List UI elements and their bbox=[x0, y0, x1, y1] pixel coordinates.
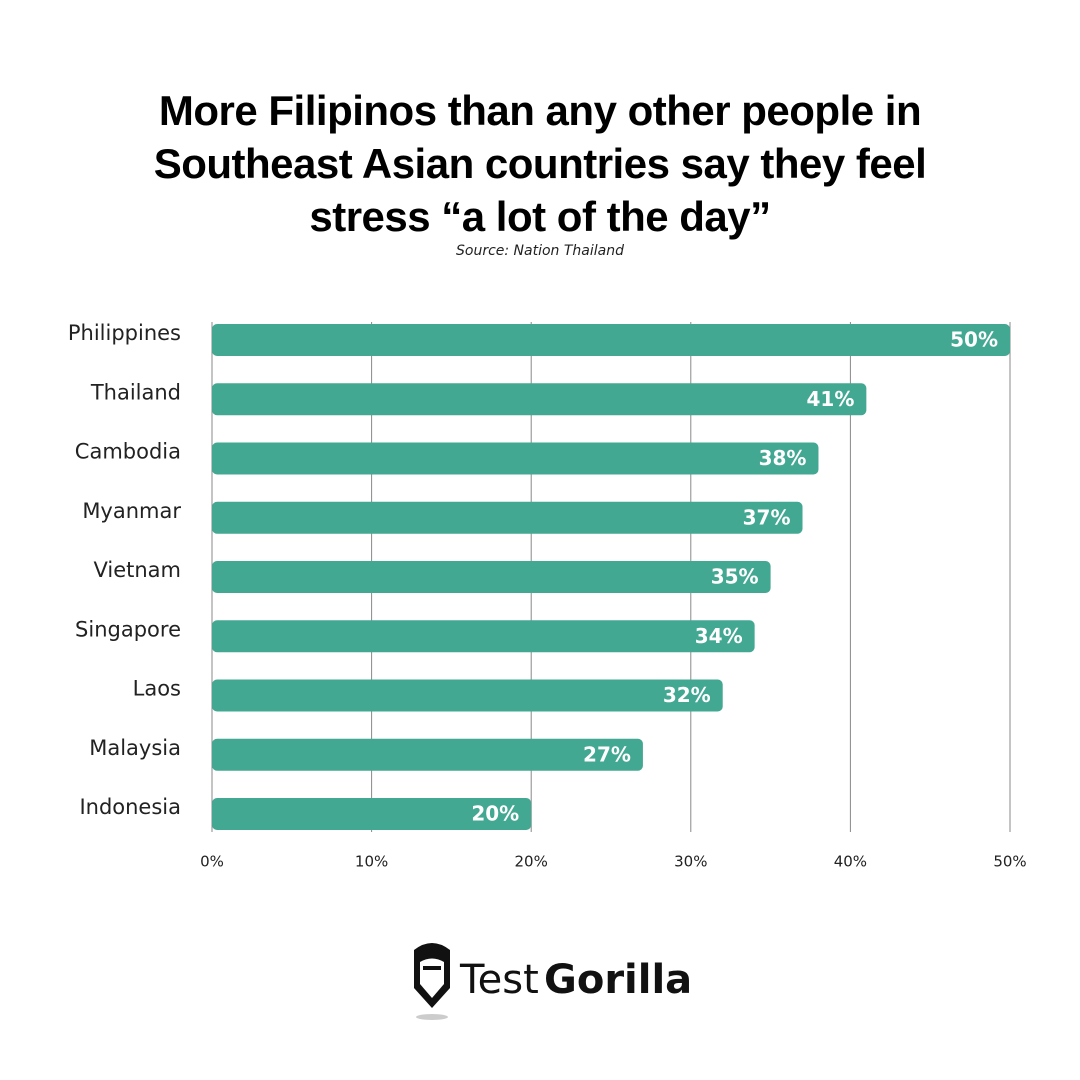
y-tick-label: Laos bbox=[133, 677, 181, 701]
y-tick-label: Malaysia bbox=[89, 736, 181, 760]
bar bbox=[212, 679, 723, 712]
bar bbox=[212, 501, 803, 534]
y-tick-label: Thailand bbox=[90, 380, 181, 404]
logo-text-light: Test bbox=[459, 957, 539, 1003]
value-label: 20% bbox=[471, 802, 519, 826]
y-tick-label: Indonesia bbox=[79, 795, 181, 819]
value-label: 32% bbox=[663, 683, 711, 707]
bar bbox=[212, 383, 867, 416]
x-tick-label: 0% bbox=[200, 853, 224, 871]
x-tick-label: 10% bbox=[355, 853, 388, 871]
bar bbox=[212, 798, 532, 830]
x-tick-label: 30% bbox=[674, 853, 707, 871]
value-label: 37% bbox=[743, 505, 791, 529]
bar bbox=[212, 561, 771, 593]
y-tick-label: Singapore bbox=[75, 617, 181, 641]
bar bbox=[212, 738, 643, 771]
logo-shadow bbox=[416, 1014, 448, 1020]
bar bbox=[212, 324, 1010, 356]
y-tick-label: Cambodia bbox=[75, 440, 181, 464]
value-label: 34% bbox=[695, 624, 743, 648]
value-label: 38% bbox=[759, 446, 807, 470]
y-tick-label: Vietnam bbox=[93, 558, 181, 582]
y-tick-label: Philippines bbox=[68, 321, 181, 345]
value-label: 41% bbox=[806, 387, 854, 411]
y-tick-label: Myanmar bbox=[82, 499, 181, 523]
value-label: 35% bbox=[711, 565, 759, 589]
value-label: 50% bbox=[950, 328, 998, 352]
chart-title: More Filipinos than any other people in … bbox=[153, 87, 927, 240]
logo: Test Gorilla bbox=[414, 943, 692, 1020]
bar bbox=[212, 442, 819, 475]
x-tick-label: 40% bbox=[834, 853, 867, 871]
value-label: 27% bbox=[583, 742, 631, 766]
x-tick-label: 50% bbox=[993, 853, 1026, 871]
logo-brow bbox=[423, 966, 441, 970]
logo-text-bold: Gorilla bbox=[544, 957, 692, 1003]
chart-subtitle: Source: Nation Thailand bbox=[456, 243, 624, 259]
x-tick-label: 20% bbox=[515, 853, 548, 871]
bar bbox=[212, 620, 755, 653]
